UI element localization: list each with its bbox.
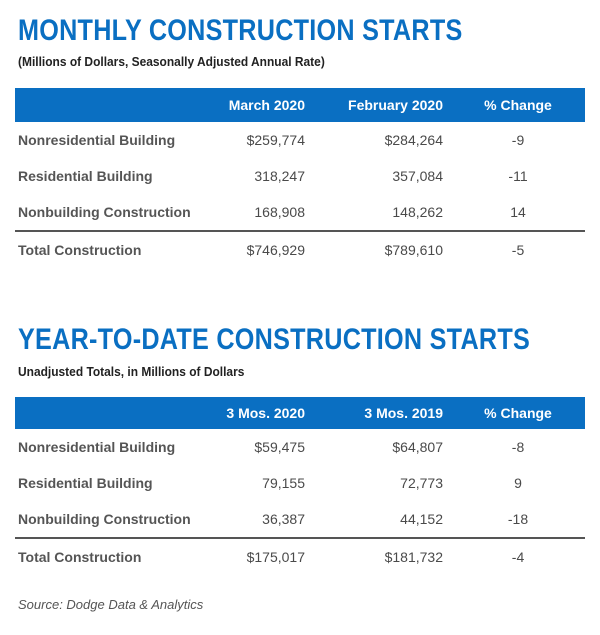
cell: 318,247 xyxy=(254,168,305,184)
row-label: Nonbuilding Construction xyxy=(18,204,191,220)
row-label: Nonresidential Building xyxy=(18,132,176,148)
cell: 36,387 xyxy=(262,511,305,527)
table-row: Nonbuilding Construction 168,908 148,262… xyxy=(18,204,526,220)
ytd-title: YEAR-TO-DATE CONSTRUCTION STARTS xyxy=(18,323,531,356)
table-header: 3 Mos. 2020 3 Mos. 2019 % Change xyxy=(15,397,585,429)
cell: 72,773 xyxy=(400,475,443,491)
monthly-table: March 2020 February 2020 % Change Nonres… xyxy=(15,88,585,268)
row-label: Nonresidential Building xyxy=(18,439,176,455)
cell: 168,908 xyxy=(254,204,305,220)
cell: $789,610 xyxy=(384,242,443,258)
table-row: Residential Building 318,247 357,084 -11 xyxy=(18,168,528,184)
cell: $59,475 xyxy=(254,439,305,455)
row-label: Residential Building xyxy=(18,475,153,491)
total-row: Total Construction $175,017 $181,732 -4 xyxy=(15,537,585,575)
cell: $259,774 xyxy=(246,132,305,148)
column-header: March 2020 xyxy=(228,97,305,113)
monthly-subtitle: (Millions of Dollars, Seasonally Adjuste… xyxy=(18,54,325,69)
table-row: Nonbuilding Construction 36,387 44,152 -… xyxy=(18,511,529,527)
column-header: February 2020 xyxy=(348,97,443,113)
monthly-title: MONTHLY CONSTRUCTION STARTS xyxy=(18,14,463,47)
cell: $746,929 xyxy=(246,242,305,258)
column-header: 3 Mos. 2019 xyxy=(364,405,443,421)
cell: $181,732 xyxy=(384,549,443,565)
cell: 79,155 xyxy=(262,475,305,491)
cell: 357,084 xyxy=(392,168,443,184)
cell: $284,264 xyxy=(384,132,443,148)
source-note: Source: Dodge Data & Analytics xyxy=(18,597,204,612)
total-row: Total Construction $746,929 $789,610 -5 xyxy=(15,230,585,268)
cell: $64,807 xyxy=(392,439,443,455)
row-label: Residential Building xyxy=(18,168,153,184)
cell: $175,017 xyxy=(246,549,305,565)
row-label: Nonbuilding Construction xyxy=(18,511,191,527)
table-row: Nonresidential Building $59,475 $64,807 … xyxy=(18,439,525,455)
cell: 44,152 xyxy=(400,511,443,527)
row-label: Total Construction xyxy=(18,242,142,258)
ytd-table: 3 Mos. 2020 3 Mos. 2019 % Change Nonresi… xyxy=(15,397,585,575)
cell: 148,262 xyxy=(392,204,443,220)
table-row: Nonresidential Building $259,774 $284,26… xyxy=(18,132,525,148)
table-row: Residential Building 79,155 72,773 9 xyxy=(18,475,522,491)
ytd-subtitle: Unadjusted Totals, in Millions of Dollar… xyxy=(18,364,245,379)
row-label: Total Construction xyxy=(18,549,142,565)
column-header: 3 Mos. 2020 xyxy=(226,405,305,421)
table-header: March 2020 February 2020 % Change xyxy=(15,88,585,122)
